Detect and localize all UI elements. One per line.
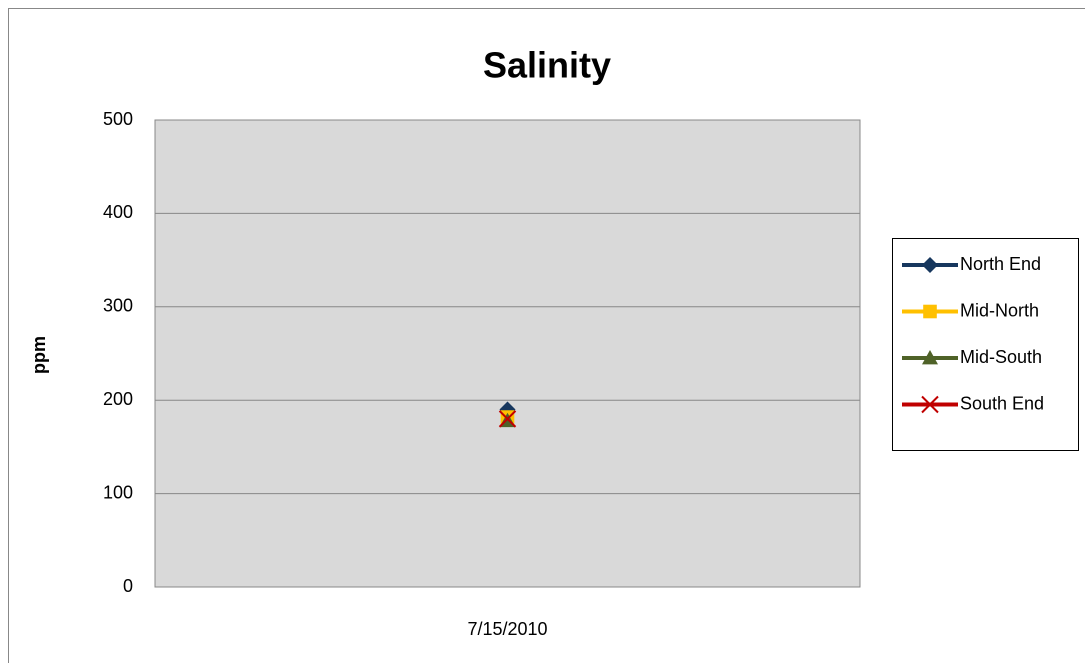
legend-label: North End: [960, 254, 1041, 274]
legend-marker: [921, 395, 939, 414]
y-tick-label: 400: [103, 202, 133, 222]
y-tick-label: 500: [103, 109, 133, 129]
legend-marker: [922, 257, 938, 273]
y-tick-label: 300: [103, 296, 133, 316]
legend: [892, 238, 1079, 451]
chart-title: Salinity: [483, 45, 611, 86]
legend-marker: [923, 304, 937, 319]
y-tick-label: 100: [103, 482, 133, 502]
plot-area: [154, 119, 861, 588]
legend-marker: [922, 350, 938, 365]
legend-label: Mid-South: [960, 347, 1042, 367]
legend-label: South End: [960, 393, 1044, 413]
data-point: [498, 410, 517, 428]
y-axis-label: ppm: [29, 336, 49, 374]
x-tick-label: 7/15/2010: [467, 619, 547, 639]
legend-label: Mid-North: [960, 300, 1039, 320]
y-tick-label: 0: [123, 576, 133, 596]
y-tick-label: 200: [103, 389, 133, 409]
